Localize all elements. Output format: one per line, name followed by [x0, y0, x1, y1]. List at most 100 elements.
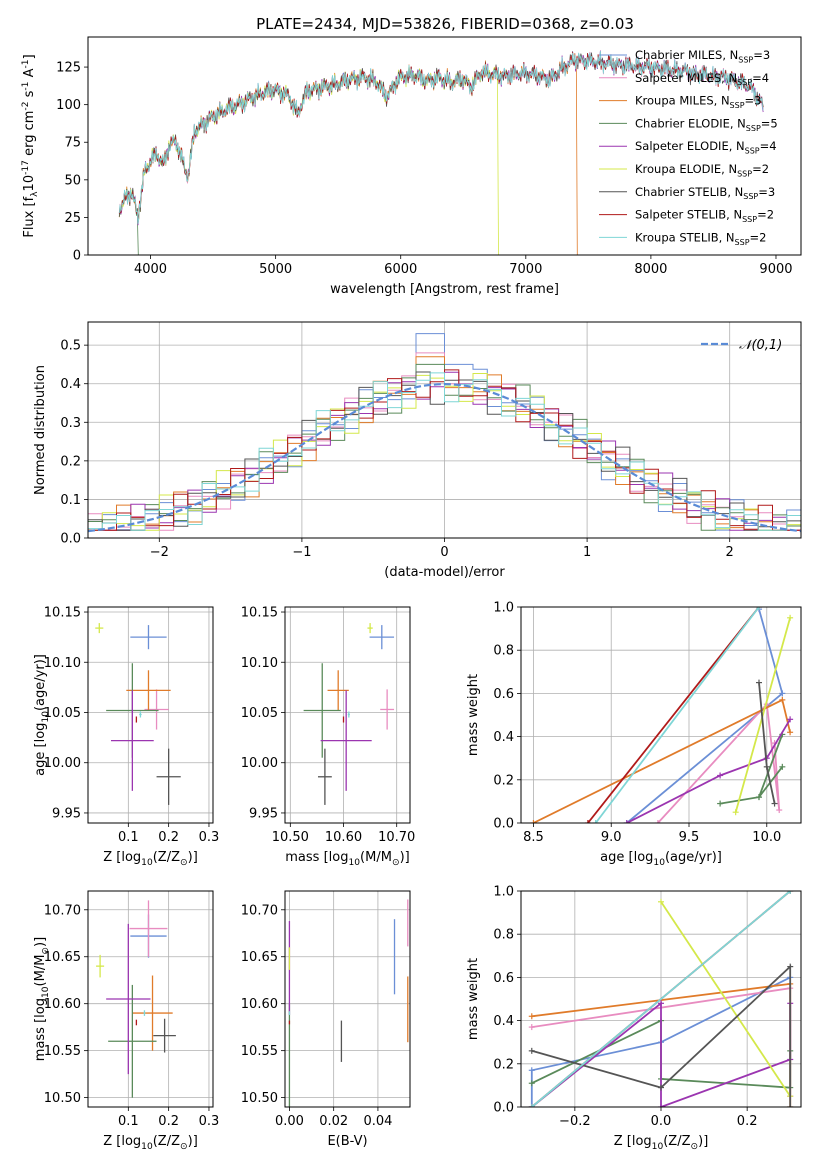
- x-tick-label: 0.1: [118, 1114, 139, 1129]
- label-part: =4: [760, 139, 777, 153]
- label-part: 10: [652, 1142, 664, 1152]
- y-tick-label: 9.95: [249, 806, 278, 821]
- label-part: Salpeter MILES, N: [635, 71, 737, 85]
- label-part: SSP: [742, 215, 757, 224]
- axes-frame: −2 −1 0 1 2 0.0 0.1 0.2 0.3 0.4 0.5 (data-model)/er…: [33, 321, 802, 580]
- label-part: SSP: [738, 55, 753, 64]
- y-tick-label: 0.4: [493, 730, 514, 745]
- errorbar-point-6: [95, 623, 104, 634]
- y-tick-label: 0.5: [60, 339, 81, 354]
- label-part: wavelength [Angstrom, rest frame]: [330, 282, 559, 297]
- y-tick-label: 0.8: [493, 644, 514, 659]
- label-part: age [log: [33, 723, 48, 776]
- axes-frame: 0.1 0.2 0.3 10.50 10.55 10.60 10.65 10.70 Z [log…: [33, 890, 219, 1152]
- errorbar-point-3: [126, 670, 171, 711]
- y-tick-label: 10.00: [241, 756, 278, 771]
- y-tick-label: 25: [64, 211, 81, 226]
- y-tick-label: 100: [56, 98, 81, 113]
- label-part: SSP: [745, 147, 760, 156]
- x-tick-label: 8.5: [523, 830, 544, 845]
- legend-entry: Salpeter STELIB, NSSP=2: [635, 208, 774, 224]
- plot-area: [96, 900, 176, 1098]
- label-part: =2: [757, 208, 774, 222]
- label-part: SSP: [737, 169, 752, 178]
- label-part: SSP: [737, 78, 752, 87]
- weight-line-9: [531, 891, 791, 1107]
- y-tick-label: 10.15: [241, 606, 278, 621]
- x-tick-label: 9000: [759, 262, 792, 277]
- errorbar-point-2: [129, 900, 168, 957]
- legend-entry: 𝒩(0,1): [739, 338, 782, 353]
- errorbar-point-7: [317, 748, 332, 805]
- x-tick-label: 2: [726, 545, 734, 560]
- label-part: SSP: [730, 101, 745, 110]
- label-part: A: [22, 68, 37, 81]
- x-tick-label: −0.2: [559, 1114, 591, 1129]
- y-tick-label: 10.70: [44, 903, 81, 918]
- axes-frame: 0.00 0.02 0.04 10.50 10.55 10.60 10.65 10.70 E(B…: [241, 890, 411, 1149]
- x-tick-label: 0.02: [319, 1114, 348, 1129]
- legend-entry: Chabrier MILES, NSSP=3: [635, 48, 770, 64]
- y-axis-label: mass [log10(M/M⊙)]: [33, 937, 51, 1061]
- label-part: 10: [41, 986, 51, 998]
- label-part: (M/M: [360, 850, 392, 865]
- label-part: SSP: [746, 124, 761, 133]
- label-part: =5: [761, 116, 778, 130]
- y-tick-label: 75: [64, 136, 81, 151]
- label-part: Salpeter STELIB, N: [635, 208, 742, 222]
- y-tick-label: 0.2: [493, 1057, 514, 1072]
- label-part: ]: [22, 54, 37, 59]
- panel-spectrum: 4000 5000 6000 7000 8000 9000 0 25 50 75 100 125 wav…: [21, 36, 802, 297]
- label-part: Kroupa STELIB, N: [635, 230, 735, 244]
- plot-area: [288, 899, 409, 1107]
- label-part: -1: [21, 82, 31, 91]
- y-tick-label: 1.0: [493, 601, 514, 616]
- label-part: =3: [753, 48, 770, 62]
- x-tick-label: 8000: [634, 262, 667, 277]
- y-axis-label: Flux [fλ10-17 erg cm-2 s-1 A-1]: [21, 54, 40, 237]
- label-part: 10: [653, 858, 665, 868]
- y-tick-label: 10.10: [44, 656, 81, 671]
- errorbar-point-1: [130, 625, 167, 650]
- y-tick-label: 0.0: [493, 1101, 514, 1116]
- weight-line-9: [594, 607, 760, 823]
- x-tick-label: 0.2: [737, 1114, 758, 1129]
- errorbar-point-6: [367, 623, 373, 634]
- label-part: erg cm: [22, 111, 37, 160]
- label-part: =2: [750, 230, 767, 244]
- legend-entry: Kroupa MILES, NSSP=3: [635, 94, 761, 110]
- x-tick-label: 0.2: [158, 1114, 179, 1129]
- legend: 𝒩(0,1): [701, 338, 782, 353]
- errorbar-point-7: [156, 748, 181, 805]
- x-tick-label: 0.0: [651, 1114, 672, 1129]
- axes-border: [87, 36, 802, 256]
- y-tick-label: 0.6: [493, 687, 514, 702]
- label-part: Salpeter ELODIE, N: [635, 139, 745, 153]
- label-part: (age/yr)]: [33, 654, 48, 711]
- x-tick-label: 0.2: [158, 830, 179, 845]
- legend-entry: Chabrier STELIB, NSSP=3: [635, 185, 775, 201]
- axes-border: [520, 606, 802, 824]
- x-tick-label: 6000: [384, 262, 417, 277]
- errorbar-point-6: [96, 954, 105, 978]
- y-tick-label: 10.00: [44, 756, 81, 771]
- legend-entry: Salpeter MILES, NSSP=4: [635, 71, 769, 87]
- plot-area: [528, 891, 794, 1107]
- panel-age_vs_mass: 10.50 10.60 10.70 9.95 10.00 10.05 10.10 10.15 m…: [241, 606, 416, 868]
- y-tick-label: 10.55: [44, 1044, 81, 1059]
- label-part: (M/M: [33, 955, 48, 987]
- label-part: Chabrier MILES, N: [635, 48, 738, 62]
- label-part: (Z/Z: [663, 1134, 690, 1149]
- label-part: λ: [30, 191, 40, 197]
- label-part: s: [22, 90, 37, 101]
- y-tick-label: 1.0: [493, 885, 514, 900]
- y-tick-label: 0.6: [493, 971, 514, 986]
- errorbar-point-9: [143, 1010, 146, 1016]
- label-part: ⊙: [180, 858, 188, 868]
- errorbar-point-4: [108, 984, 157, 1098]
- y-axis-label: mass weight: [466, 674, 481, 756]
- label-part: -2: [21, 102, 31, 111]
- label-part: ⊙: [41, 947, 51, 955]
